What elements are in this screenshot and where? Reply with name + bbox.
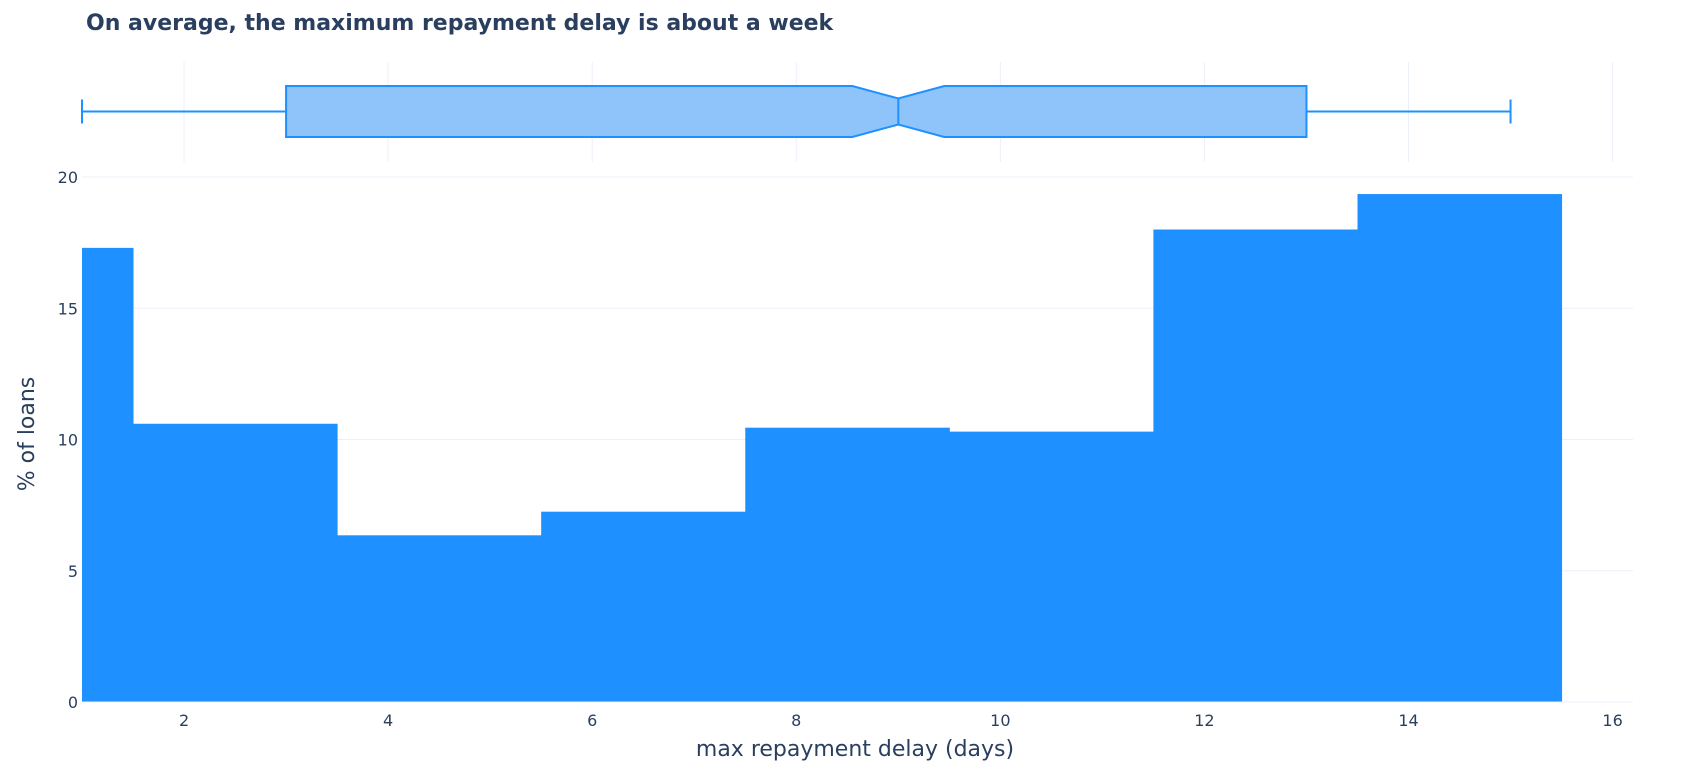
- boxplot: [81, 85, 1512, 138]
- box-iqr: [285, 85, 1308, 138]
- histogram-bars: [82, 194, 1633, 703]
- y-tick-label: 10: [58, 431, 78, 450]
- histogram-bar: [745, 427, 950, 702]
- y-axis-ticks: 0 5 10 15 20: [58, 168, 78, 712]
- x-tick-label: 16: [1602, 711, 1622, 730]
- histogram-bar: [1153, 229, 1358, 702]
- y-axis-label: % of loans: [15, 377, 40, 492]
- x-tick-label: 2: [179, 711, 189, 730]
- x-tick-label: 14: [1398, 711, 1418, 730]
- histogram-bar: [337, 535, 542, 702]
- x-tick-label: 10: [990, 711, 1010, 730]
- x-axis-label: max repayment delay (days): [696, 737, 1014, 762]
- y-tick-label: 15: [58, 299, 78, 318]
- x-axis-ticks: 2 4 6 8 10 12 14 16: [179, 711, 1623, 730]
- x-tick-label: 4: [383, 711, 393, 730]
- y-tick-label: 20: [58, 168, 78, 187]
- histogram-bar: [541, 511, 746, 702]
- x-tick-label: 6: [587, 711, 597, 730]
- histogram-bar: [133, 423, 338, 702]
- chart-title: On average, the maximum repayment delay …: [86, 11, 835, 36]
- histogram-bar: [949, 431, 1154, 702]
- x-tick-label: 8: [791, 711, 801, 730]
- y-tick-label: 0: [68, 693, 78, 712]
- y-tick-label: 5: [68, 562, 78, 581]
- x-tick-label: 12: [1194, 711, 1214, 730]
- histogram-bar: [82, 247, 134, 702]
- histogram-bar: [1357, 194, 1563, 702]
